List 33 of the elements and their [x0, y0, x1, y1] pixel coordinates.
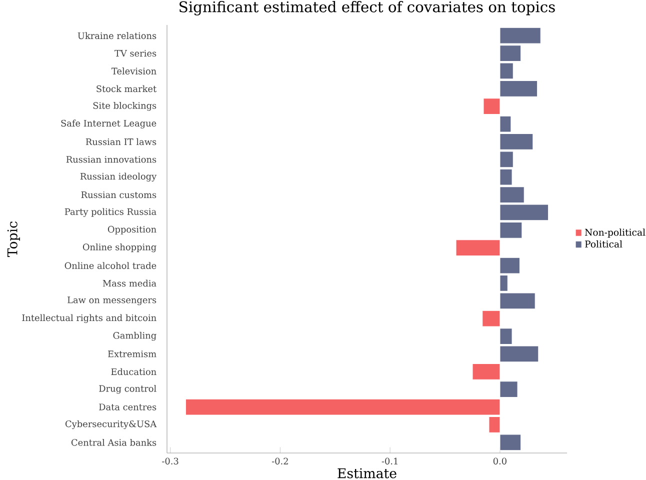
y-tick-label: Mass media [102, 280, 156, 287]
y-tick-label: Russian innovations [66, 156, 156, 163]
y-tick-label: Data centres [99, 404, 156, 410]
y-tick-label: Russian IT laws [86, 138, 156, 146]
y-tick-label: Cybersecurity&USA [66, 420, 157, 430]
y-tick-label: Stock market [96, 85, 157, 92]
y-tick-label: Ukraine relations [78, 32, 156, 40]
y-tick-label: Russian ideology [80, 172, 157, 182]
y-tick-label: TV series [114, 50, 156, 57]
y-tick-label: Safe Internet League [61, 120, 156, 128]
y-tick-label: Site blockings [93, 102, 156, 111]
y-tick-label: Online alcohol trade [64, 262, 156, 269]
y-tick-label: Party politics Russia [64, 208, 156, 217]
legend-label: Non-political [585, 228, 646, 238]
y-tick-label: Russian customs [81, 191, 156, 198]
x-tick-label: -0.2 [272, 458, 288, 464]
y-tick-label: Education [111, 368, 156, 376]
x-axis-title: Estimate [338, 468, 396, 478]
y-tick-label: Drug control [99, 384, 156, 394]
y-tick-label: Opposition [108, 226, 156, 234]
x-tick-label: -0.3 [162, 458, 178, 464]
y-tick-label: Law on messengers [68, 296, 156, 306]
x-tick-label: -0.1 [382, 458, 398, 464]
y-tick-label: Gambling [113, 332, 156, 341]
y-tick-label: Online shopping [82, 243, 156, 252]
y-tick-label: Extremism [108, 350, 156, 358]
y-tick-label: Central Asia banks [71, 438, 156, 446]
y-tick-label: Television [112, 68, 156, 74]
chart-title: Significant estimated effect of covariates on topics [180, 0, 555, 16]
y-axis-title: Topic [7, 222, 20, 257]
x-tick-label: 0.0 [493, 458, 506, 464]
legend-label: Political [585, 240, 622, 248]
y-tick-label: Intellectual rights and bitcoin [22, 314, 156, 323]
